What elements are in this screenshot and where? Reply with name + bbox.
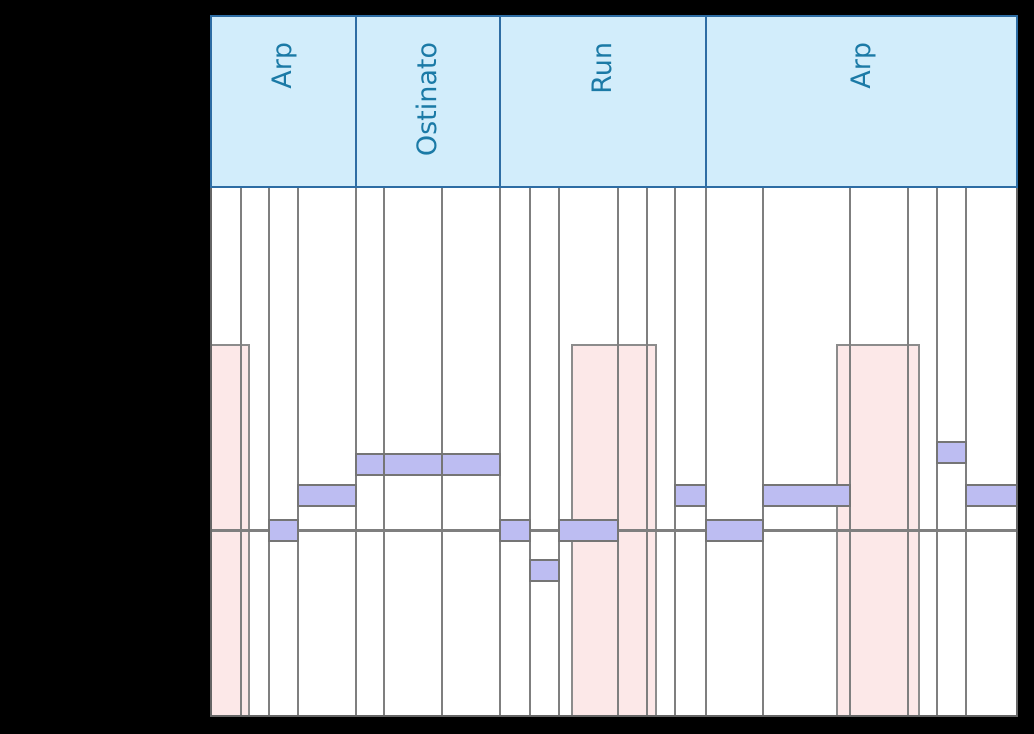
beat-gridline (907, 188, 909, 717)
section-header-band: Arp Ostinato Run Arp (210, 15, 1018, 188)
section-divider (355, 17, 357, 186)
beat-gridline (558, 188, 560, 717)
section-label: Run (587, 42, 619, 94)
note-rect (674, 484, 707, 507)
beat-gridline (383, 188, 385, 717)
section-label: Ostinato (412, 42, 444, 157)
note-rect (529, 559, 560, 582)
beat-gridline (849, 188, 851, 717)
section-header: Ostinato (356, 17, 500, 186)
section-header: Arp (706, 17, 1018, 186)
beat-gridline (297, 188, 299, 717)
beat-gridline (617, 188, 619, 717)
piano-roll-panel (210, 188, 1018, 717)
note-rect (965, 484, 1018, 507)
note-rect (355, 453, 385, 476)
beat-gridline (355, 188, 357, 717)
section-divider (499, 17, 501, 186)
panel-spine-right (1016, 188, 1018, 717)
note-rect (936, 441, 967, 464)
section-header: Run (500, 17, 706, 186)
note-rect (705, 519, 764, 542)
note-rect (762, 484, 851, 507)
note-rect (297, 484, 357, 507)
note-rect (383, 453, 443, 476)
section-divider (705, 17, 707, 186)
section-label: Arp (846, 42, 878, 89)
beat-gridline (268, 188, 270, 717)
note-rect (268, 519, 299, 542)
beat-gridline (499, 188, 501, 717)
panel-spine-left (210, 188, 212, 717)
beat-gridline (441, 188, 443, 717)
panel-spine-bottom (210, 715, 1018, 717)
note-rect (441, 453, 501, 476)
beat-gridline (705, 188, 707, 717)
note-rect (499, 519, 531, 542)
note-rect (558, 519, 619, 542)
section-label: Arp (267, 42, 299, 89)
beat-gridline (529, 188, 531, 717)
beat-gridline (674, 188, 676, 717)
beat-gridline (762, 188, 764, 717)
beat-gridline (646, 188, 648, 717)
section-header: Arp (210, 17, 356, 186)
beat-gridline (240, 188, 242, 717)
